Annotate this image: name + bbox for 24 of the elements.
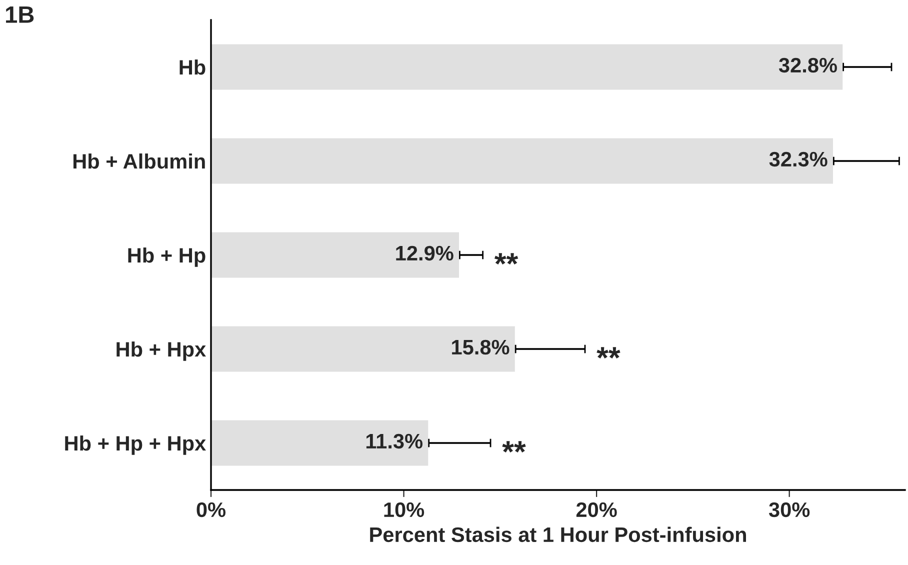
y-tick-label: Hb + Hpx [116, 341, 206, 361]
annotation: ** [596, 347, 620, 359]
data-label: 15.8% [452, 340, 510, 355]
data-label: 12.9% [396, 246, 454, 261]
y-tick-label: Hb + Hp [128, 247, 206, 267]
annotation: ** [494, 253, 518, 265]
y-tick-label: Hb + Hp + Hpx [65, 435, 206, 455]
annotation: ** [502, 441, 526, 453]
x-tick-label: 20% [576, 502, 617, 518]
text: 1B [6, 6, 34, 23]
x-tick-label: 10% [384, 502, 424, 518]
x-tick-label: 30% [768, 502, 810, 518]
bar [211, 136, 834, 186]
bar [211, 418, 430, 468]
y-tick-label: Hb + Albumin [73, 153, 205, 169]
bar [211, 324, 516, 374]
x-axis-title: Percent Stasis at 1 Hour Post-infusion [370, 526, 746, 542]
data-label: 32.8% [778, 58, 837, 73]
y-tick-label: Hb [180, 59, 206, 75]
bar [211, 230, 460, 280]
bar [211, 42, 844, 92]
data-label: 32.3% [769, 152, 828, 167]
x-tick-label: 0% [196, 502, 226, 518]
data-label: 11.3% [366, 434, 423, 449]
